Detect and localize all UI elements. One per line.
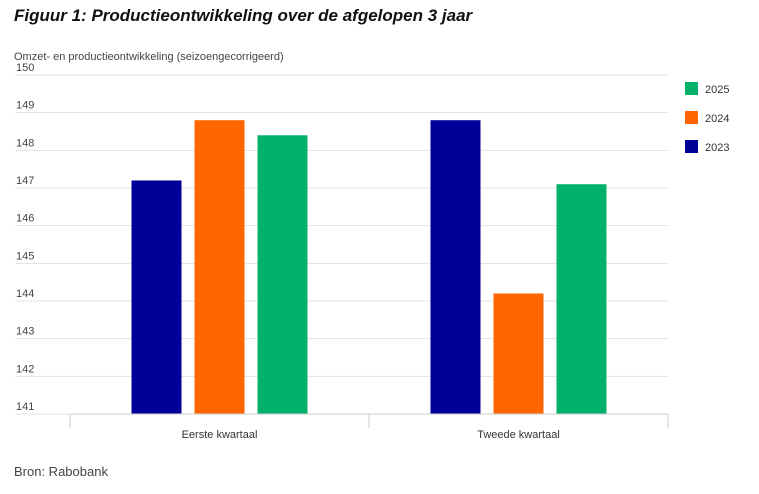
bars bbox=[131, 120, 607, 414]
y-axis-ticks: 141 142 143 144 145 146 147 148 149 150 bbox=[16, 62, 34, 413]
bar-2023-2 bbox=[430, 120, 481, 414]
bar-2025-2 bbox=[556, 184, 607, 414]
bar-2024-1 bbox=[194, 120, 245, 414]
y-tick-label: 144 bbox=[16, 288, 34, 300]
x-category-label: Tweede kwartaal bbox=[477, 429, 560, 441]
legend-label: 2023 bbox=[705, 142, 729, 154]
legend-swatch bbox=[685, 140, 698, 153]
bar-2023-1 bbox=[131, 180, 182, 414]
y-tick-label: 147 bbox=[16, 175, 34, 187]
bar-2024-2 bbox=[493, 293, 544, 414]
figure-title: Figuur 1: Productieontwikkeling over de … bbox=[14, 6, 473, 25]
legend-swatch bbox=[685, 82, 698, 95]
y-tick-label: 142 bbox=[16, 363, 34, 375]
legend-item-2024: 2024 bbox=[685, 111, 729, 125]
source-note: Bron: Rabobank bbox=[14, 464, 108, 479]
x-category-label: Eerste kwartaal bbox=[182, 429, 258, 441]
x-axis: Eerste kwartaal Tweede kwartaal bbox=[69, 413, 669, 441]
y-tick-label: 146 bbox=[16, 213, 34, 225]
y-tick-label: 150 bbox=[16, 62, 34, 74]
bar-2025-1 bbox=[257, 135, 308, 414]
legend: 2025 2024 2023 bbox=[685, 82, 729, 154]
y-tick-label: 145 bbox=[16, 250, 34, 262]
legend-label: 2024 bbox=[705, 113, 729, 125]
legend-item-2025: 2025 bbox=[685, 82, 729, 96]
legend-swatch bbox=[685, 111, 698, 124]
y-tick-label: 148 bbox=[16, 137, 34, 149]
y-tick-label: 149 bbox=[16, 100, 34, 112]
y-tick-label: 141 bbox=[16, 401, 34, 413]
y-axis-label: Omzet- en productieontwikkeling (seizoen… bbox=[14, 51, 284, 63]
y-tick-label: 143 bbox=[16, 326, 34, 338]
legend-label: 2025 bbox=[705, 84, 729, 96]
legend-item-2023: 2023 bbox=[685, 140, 729, 154]
